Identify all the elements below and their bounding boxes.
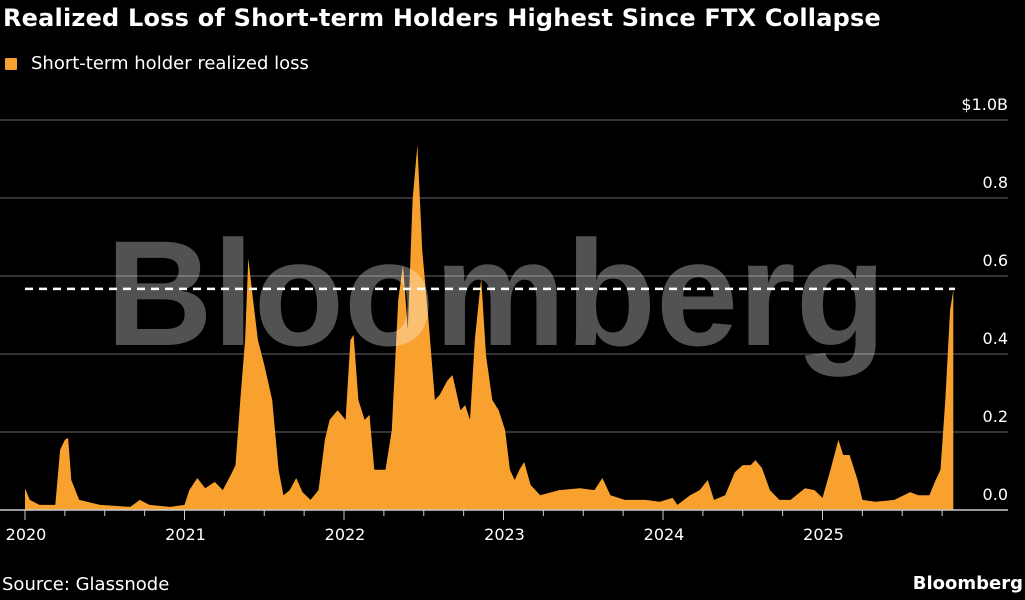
area-series-short-term-holder-realized-loss [25,145,954,510]
chart-title: Realized Loss of Short-term Holders High… [3,4,881,32]
legend: Short-term holder realized loss [5,53,309,74]
x-tick-label: 2021 [165,525,206,544]
y-tick-label: 0.4 [983,329,1008,348]
y-tick-label: 0.8 [983,173,1008,192]
watermark: Bloomberg [106,209,886,377]
x-tick-label: 2024 [644,525,685,544]
source-note: Source: Glassnode [2,574,170,595]
y-tick-label: $1.0B [961,95,1008,114]
legend-label: Short-term holder realized loss [31,53,309,74]
x-tick-label: 2020 [6,525,47,544]
x-tick-label: 2022 [325,525,366,544]
legend-swatch [5,57,17,70]
y-tick-label: 0.6 [983,251,1008,270]
y-tick-label: 0.2 [983,407,1008,426]
y-tick-label: 0.0 [983,485,1008,504]
x-tick-label: 2025 [803,525,844,544]
brand-logo: Bloomberg [912,573,1023,594]
x-tick-label: 2023 [484,525,525,544]
